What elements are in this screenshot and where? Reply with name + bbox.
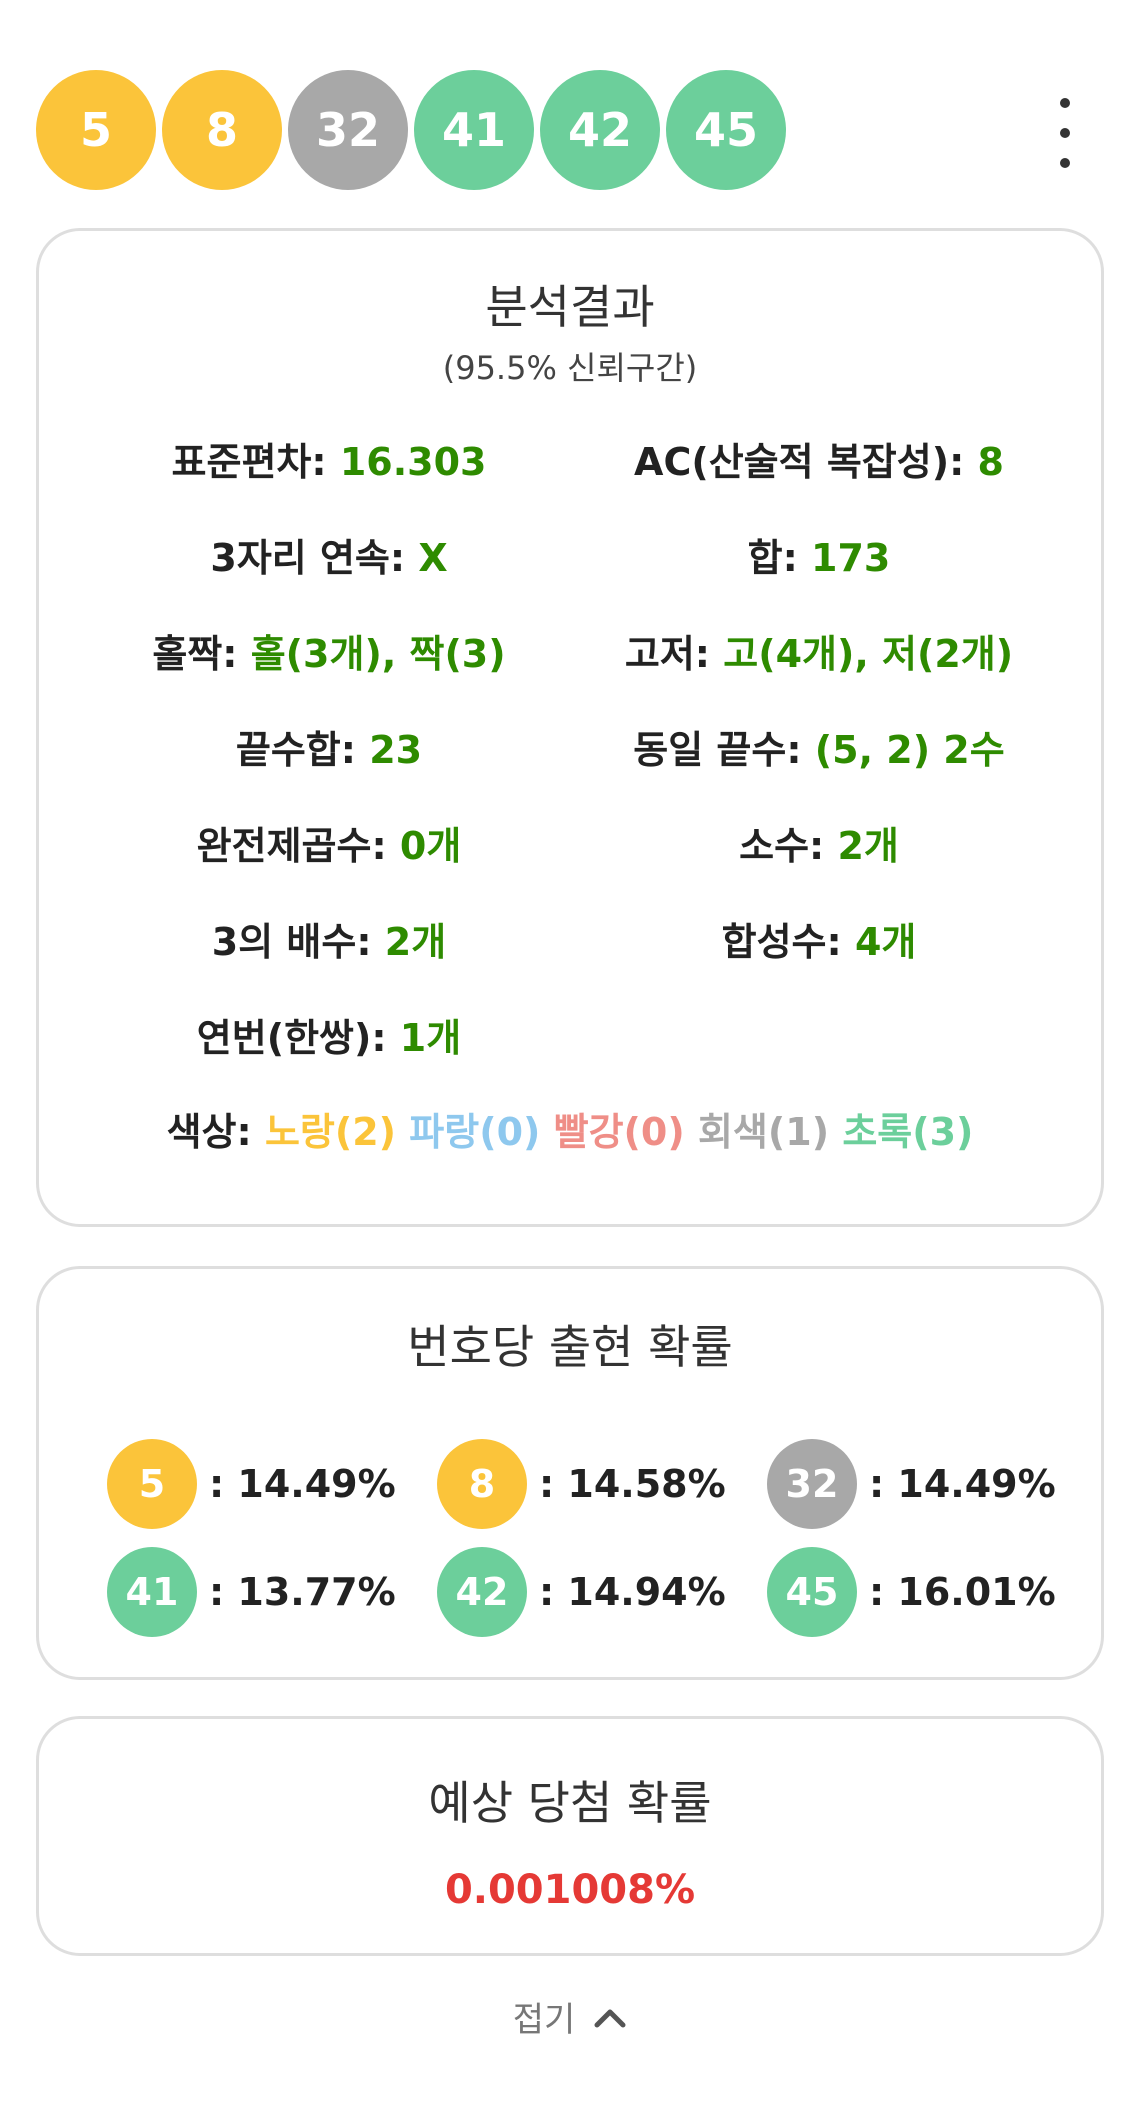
prob-value: : 14.49% — [209, 1462, 396, 1506]
stat-value: 1개 — [399, 1016, 462, 1060]
collapse-button[interactable]: 접기 — [0, 1992, 1140, 2041]
stat-label: 고저: — [624, 632, 724, 676]
stat-label: 합: — [747, 536, 812, 580]
number-ball: 5 — [36, 70, 156, 190]
lotto-number-row: 5 8 32 41 42 45 — [36, 70, 786, 190]
stat-value: 0개 — [399, 824, 462, 868]
winning-probability-card: 예상 당첨 확률 0.001008% — [36, 1716, 1104, 1956]
stat-label: AC(산술적 복잡성): — [634, 440, 978, 484]
prob-item: 32 : 14.49% — [767, 1439, 1056, 1529]
stat-value: 8 — [977, 440, 1004, 484]
color-label: 색상: — [166, 1110, 265, 1154]
stat-std-dev: 표준편차: 16.303 — [79, 431, 579, 486]
stat-high-low: 고저: 고(4개), 저(2개) — [569, 623, 1069, 678]
color-count-green: 초록(3) — [842, 1110, 974, 1154]
number-ball: 32 — [767, 1439, 857, 1529]
stat-label: 표준편차: — [171, 440, 340, 484]
prob-value: : 13.77% — [209, 1570, 396, 1614]
number-ball: 42 — [437, 1547, 527, 1637]
stat-label: 연번(한쌍): — [196, 1016, 400, 1060]
number-ball: 8 — [162, 70, 282, 190]
stat-label: 완전제곱수: — [196, 824, 400, 868]
analysis-card: 분석결과 (95.5% 신뢰구간) 표준편차: 16.303 AC(산술적 복잡… — [36, 228, 1104, 1227]
number-ball: 5 — [107, 1439, 197, 1529]
stat-multiple-of-3: 3의 배수: 2개 — [79, 911, 579, 966]
stat-label: 3자리 연속: — [210, 536, 419, 580]
prob-item: 41 : 13.77% — [107, 1547, 396, 1637]
prob-item: 45 : 16.01% — [767, 1547, 1056, 1637]
number-ball: 45 — [767, 1547, 857, 1637]
stat-value: X — [418, 536, 448, 580]
prob-value: : 14.49% — [869, 1462, 1056, 1506]
color-count-blue: 파랑(0) — [409, 1110, 541, 1154]
color-distribution: 색상: 노랑(2) 파랑(0) 빨강(0) 회색(1) 초록(3) — [39, 1101, 1101, 1156]
stat-value: (5, 2) 2수 — [814, 728, 1005, 772]
analysis-title: 분석결과 — [485, 280, 655, 334]
stat-consecutive-3: 3자리 연속: X — [79, 527, 579, 582]
number-ball: 45 — [666, 70, 786, 190]
stat-label: 동일 끝수: — [633, 728, 815, 772]
stat-perfect-square: 완전제곱수: 0개 — [79, 815, 579, 870]
stat-label: 합성수: — [721, 920, 855, 964]
stat-label: 3의 배수: — [211, 920, 385, 964]
stat-sum: 합: 173 — [569, 527, 1069, 582]
per-number-probability-card: 번호당 출현 확률 5 : 14.49% 8 : 14.58% 32 : 14.… — [36, 1266, 1104, 1680]
stat-value: 23 — [369, 728, 423, 772]
stat-consecutive-pair: 연번(한쌍): 1개 — [79, 1007, 579, 1062]
number-ball: 41 — [414, 70, 534, 190]
stat-value: 고(4개), 저(2개) — [723, 632, 1014, 676]
stat-label: 소수: — [739, 824, 838, 868]
stat-odd-even: 홀짝: 홀(3개), 짝(3) — [79, 623, 579, 678]
prob-value: : 16.01% — [869, 1570, 1056, 1614]
number-ball: 42 — [540, 70, 660, 190]
winning-probability-title: 예상 당첨 확률 — [428, 1776, 712, 1830]
more-vertical-icon[interactable] — [1040, 98, 1090, 168]
stat-ac: AC(산술적 복잡성): 8 — [569, 431, 1069, 486]
stat-prime: 소수: 2개 — [569, 815, 1069, 870]
color-count-gray: 회색(1) — [697, 1110, 830, 1154]
stat-value: 2개 — [384, 920, 447, 964]
prob-value: : 14.94% — [539, 1570, 726, 1614]
number-ball: 8 — [437, 1439, 527, 1529]
stat-value: 4개 — [854, 920, 917, 964]
stat-value: 16.303 — [339, 440, 487, 484]
number-ball: 32 — [288, 70, 408, 190]
stat-same-last-digit: 동일 끝수: (5, 2) 2수 — [569, 719, 1069, 774]
color-count-yellow: 노랑(2) — [264, 1110, 397, 1154]
menu-dot — [1060, 98, 1070, 108]
stat-value: 2개 — [837, 824, 899, 868]
menu-dot — [1060, 158, 1070, 168]
prob-value: : 14.58% — [539, 1462, 726, 1506]
prob-item: 5 : 14.49% — [107, 1439, 396, 1529]
stat-value: 홀(3개), 짝(3) — [250, 632, 506, 676]
confidence-interval-subtitle: (95.5% 신뢰구간) — [442, 349, 698, 387]
prob-item: 42 : 14.94% — [437, 1547, 726, 1637]
stat-label: 끝수합: — [235, 728, 370, 772]
winning-probability-value: 0.001008% — [444, 1867, 696, 1913]
number-ball: 41 — [107, 1547, 197, 1637]
stat-composite: 합성수: 4개 — [569, 911, 1069, 966]
stat-last-digit-sum: 끝수합: 23 — [79, 719, 579, 774]
stat-value: 173 — [811, 536, 891, 580]
color-count-red: 빨강(0) — [553, 1110, 685, 1154]
collapse-label: 접기 — [512, 2000, 576, 2040]
prob-item: 8 : 14.58% — [437, 1439, 726, 1529]
per-number-title: 번호당 출현 확률 — [407, 1320, 733, 1374]
menu-dot — [1060, 128, 1070, 138]
chevron-up-icon — [594, 2009, 626, 2027]
stat-label: 홀짝: — [152, 632, 251, 676]
